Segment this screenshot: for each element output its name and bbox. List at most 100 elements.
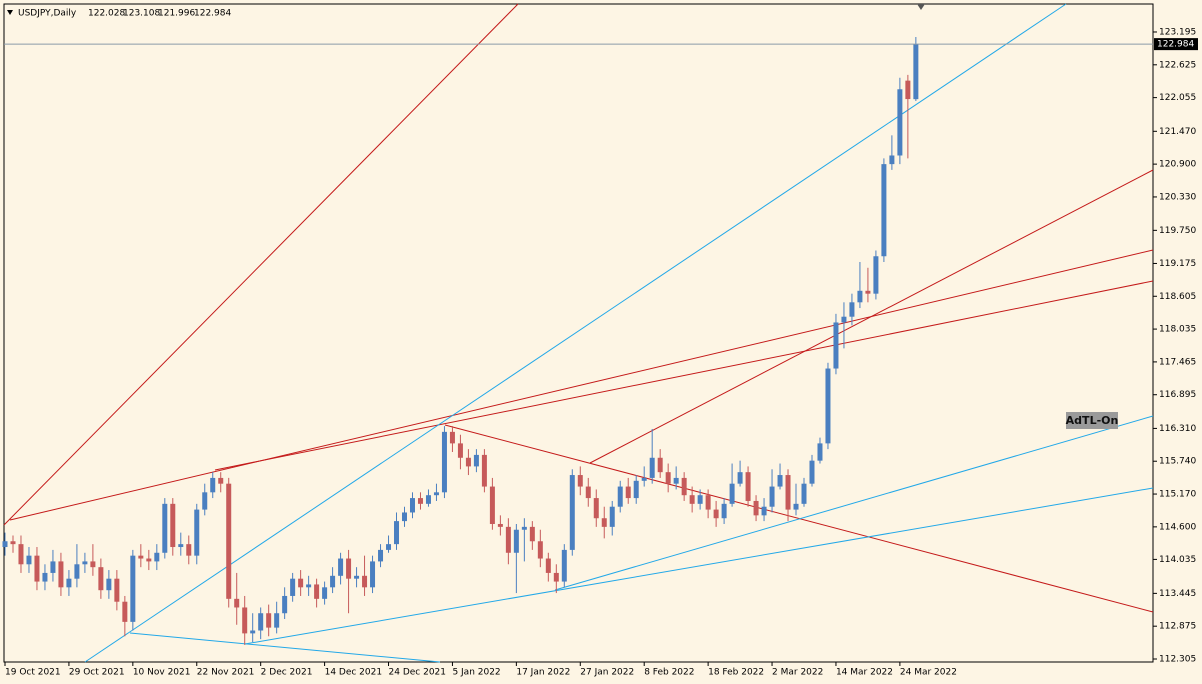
candle-body <box>473 454 479 467</box>
annotation-box <box>1066 412 1118 429</box>
candle-body <box>881 164 887 257</box>
x-tick-label: 14 Dec 2021 <box>325 668 383 678</box>
y-tick-label: 116.310 <box>1159 424 1196 434</box>
candle-body <box>425 495 431 504</box>
candle-body <box>226 483 232 599</box>
y-tick-label: 120.330 <box>1159 192 1196 202</box>
trendline <box>589 169 1154 464</box>
candle-body <box>98 567 104 591</box>
candle-body <box>370 561 376 588</box>
current-price-label: 122.984 <box>1157 40 1194 50</box>
candle-body <box>2 541 8 548</box>
candle-body <box>306 584 312 588</box>
marker <box>917 4 925 10</box>
candle-body <box>793 503 799 510</box>
trendline <box>84 3 1067 663</box>
x-tick-label: 2 Dec 2021 <box>261 668 313 678</box>
candle-body <box>689 495 695 504</box>
header-close: 122.984 <box>194 9 231 19</box>
candle-body <box>106 578 112 591</box>
candle-body <box>154 552 160 562</box>
trendline <box>554 415 1154 591</box>
candle-body <box>417 498 423 504</box>
candle-body <box>889 155 895 165</box>
x-tick-label: 8 Feb 2022 <box>644 668 694 678</box>
candle-body <box>234 598 240 608</box>
candle-body <box>138 555 144 559</box>
candle-body <box>697 495 703 504</box>
candle-body <box>402 512 407 522</box>
candle-body <box>873 256 879 294</box>
candle-body <box>298 578 304 588</box>
candle-body <box>609 506 615 527</box>
candle-body <box>809 460 815 484</box>
candle-body <box>330 575 336 588</box>
y-tick-label: 115.740 <box>1159 457 1196 467</box>
candle-body <box>753 500 759 516</box>
candle-body <box>50 561 56 573</box>
candle-body <box>833 322 839 369</box>
y-tick-label: 112.305 <box>1159 655 1196 665</box>
candle-body <box>817 443 823 461</box>
candle-body <box>74 564 80 579</box>
candle-body <box>841 316 847 323</box>
y-tick-label: 114.600 <box>1159 522 1196 532</box>
current-price-box <box>1154 38 1198 51</box>
y-tick-label: 118.035 <box>1159 325 1196 335</box>
x-tick-label: 24 Dec 2021 <box>389 668 447 678</box>
candle-body <box>713 509 719 519</box>
menu-arrow[interactable] <box>7 10 13 15</box>
candle-body <box>497 523 503 527</box>
trendline <box>3 3 519 526</box>
candle-body <box>505 526 511 553</box>
candle-body <box>346 558 352 579</box>
candle-body <box>66 578 72 588</box>
y-tick-label: 120.900 <box>1159 160 1196 170</box>
candle-body <box>354 575 360 579</box>
x-tick-label: 22 Nov 2021 <box>197 668 255 678</box>
candle-body <box>114 578 120 602</box>
candle-body <box>386 544 392 550</box>
header-high: 123.108 <box>123 9 160 19</box>
candle-body <box>449 431 455 444</box>
x-tick-label: 29 Oct 2021 <box>69 668 125 678</box>
y-tick-label: 119.750 <box>1159 226 1196 236</box>
candle-body <box>258 613 264 631</box>
y-tick-label: 112.875 <box>1159 622 1196 632</box>
y-tick-label: 117.465 <box>1159 357 1196 367</box>
candle-body <box>577 475 583 487</box>
candle-body <box>338 558 344 576</box>
candle-body <box>42 572 48 582</box>
y-tick-label: 122.625 <box>1159 60 1196 70</box>
y-tick-label: 123.195 <box>1159 27 1196 37</box>
x-tick-label: 10 Nov 2021 <box>133 668 191 678</box>
candle-body <box>82 561 88 565</box>
candle-body <box>194 509 200 556</box>
candle-body <box>314 584 320 599</box>
candle-body <box>745 472 751 501</box>
candle-body <box>865 290 871 294</box>
candle-body <box>665 472 671 484</box>
y-tick-label: 119.175 <box>1159 259 1196 269</box>
candle-body <box>218 477 224 484</box>
x-tick-label: 2 Mar 2022 <box>772 668 823 678</box>
candle-body <box>290 578 296 596</box>
trendline <box>244 487 1154 645</box>
candle-body <box>441 431 447 493</box>
candle-body <box>705 495 711 510</box>
candle-body <box>521 526 527 530</box>
candle-body <box>729 483 735 504</box>
trendline <box>129 632 441 663</box>
candle-body <box>857 290 863 303</box>
candle-body <box>274 613 280 628</box>
candle-body <box>481 454 487 487</box>
candle-body <box>529 526 535 542</box>
x-tick-label: 24 Mar 2022 <box>900 668 957 678</box>
candle-body <box>553 572 559 582</box>
candle-body <box>130 555 136 622</box>
candle-body <box>545 558 551 573</box>
y-tick-label: 113.445 <box>1159 589 1196 599</box>
y-tick-label: 121.470 <box>1159 127 1196 137</box>
candle-body <box>849 302 855 317</box>
candle-body <box>26 555 32 565</box>
